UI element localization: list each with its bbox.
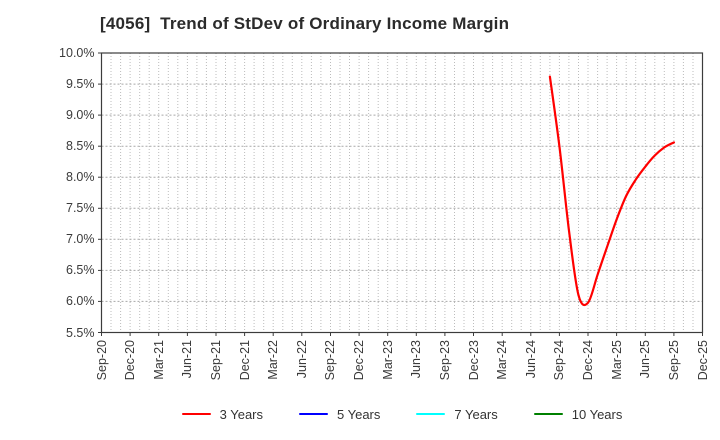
y-axis-tick-label: 9.5%	[66, 77, 95, 92]
x-axis-tick-label: Mar-21	[151, 339, 166, 380]
plot-border	[100, 52, 704, 334]
x-axis-tick-label: Dec-22	[352, 339, 367, 380]
y-axis-tick-label: 6.0%	[66, 294, 95, 309]
x-axis-tick-label: Mar-23	[380, 339, 395, 380]
x-axis-tick-label: Sep-21	[208, 339, 223, 380]
x-axis-tick-label: Mar-25	[609, 339, 624, 380]
y-axis-tick-label: 8.0%	[66, 170, 95, 185]
legend-label: 3 Years	[219, 406, 263, 422]
y-axis-tick-label: 9.0%	[66, 108, 95, 123]
y-axis-tick-label: 7.0%	[66, 232, 95, 247]
legend-label: 10 Years	[571, 406, 623, 422]
legend: 3 Years 5 Years 7 Years 10 Years	[101, 404, 703, 424]
x-axis-tick-label: Dec-24	[581, 339, 596, 380]
x-axis-tick-label: Mar-24	[495, 339, 510, 380]
x-axis-tick-label: Mar-22	[266, 339, 281, 380]
x-axis-tick-label: Sep-23	[437, 339, 452, 380]
x-axis-tick-label: Dec-23	[466, 339, 481, 380]
y-axis-tick-label: 8.5%	[66, 139, 95, 154]
y-axis-tick-label: 6.5%	[66, 263, 95, 278]
legend-item-5-years: 5 Years	[299, 407, 380, 422]
x-axis-tick-label: Jun-24	[523, 339, 538, 378]
x-axis-tick-label: Jun-23	[409, 339, 424, 378]
x-axis-tick-label: Dec-20	[123, 339, 138, 380]
chart-title: [4056] Trend of StDev of Ordinary Income…	[100, 14, 510, 33]
legend-label: 5 Years	[337, 406, 381, 422]
x-axis-tick-label: Dec-21	[237, 339, 252, 380]
x-axis-tick-label: Sep-24	[552, 339, 567, 380]
legend-item-3-years: 3 Years	[181, 406, 263, 422]
legend-item-10-years: 10 Years	[533, 406, 623, 422]
y-axis-tick-label: 7.5%	[66, 201, 95, 216]
series-line-3-years	[548, 75, 675, 307]
legend-line-swatch	[299, 412, 328, 416]
legend-line-swatch	[416, 412, 446, 416]
x-axis-tick-label: Jun-22	[294, 339, 309, 378]
x-axis-tick-label: Jun-25	[638, 339, 653, 378]
legend-line-swatch	[533, 412, 563, 416]
x-axis-tick-label: Sep-20	[94, 339, 109, 380]
y-axis-tick-label: 5.5%	[66, 325, 95, 340]
x-axis-tick-label: Sep-22	[323, 339, 338, 380]
legend-line-swatch	[181, 412, 211, 416]
legend-label: 7 Years	[454, 406, 498, 422]
y-axis-tick-label: 10.0%	[59, 46, 95, 60]
x-axis-tick-label: Jun-21	[180, 339, 195, 378]
x-axis-tick-label: Dec-25	[695, 339, 710, 380]
legend-item-7-years: 7 Years	[416, 406, 498, 422]
x-axis-tick-label: Sep-25	[666, 339, 681, 380]
